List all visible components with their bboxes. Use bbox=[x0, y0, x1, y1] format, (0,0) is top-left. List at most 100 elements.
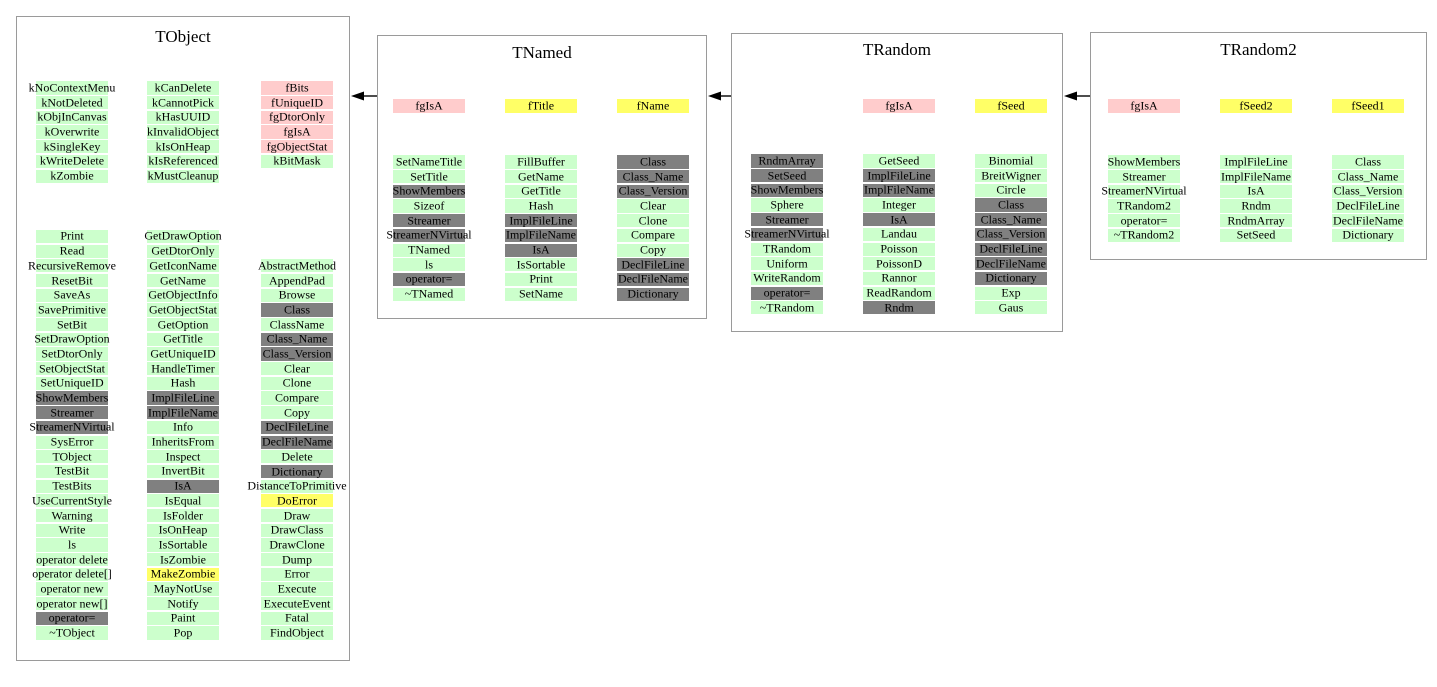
field-cell: kIsOnHeap bbox=[147, 140, 219, 154]
method-cell: SetBit bbox=[36, 318, 108, 332]
field-label: fName bbox=[636, 98, 670, 113]
method-cell: SetTitle bbox=[393, 170, 465, 184]
method-column: GetSeed ImplFileLine ImplFileName Integer Is… bbox=[863, 154, 935, 316]
method-label: GetTitle bbox=[521, 183, 561, 198]
method-label: ImplFileLine bbox=[509, 213, 573, 228]
method-label: StreamerNVirtual bbox=[29, 419, 115, 434]
method-column: Class Class_Name Class_Version Clear Clone Co… bbox=[617, 155, 689, 302]
field-label: kSingleKey bbox=[43, 139, 101, 154]
class-title: TRandom bbox=[863, 40, 931, 59]
method-label: Streamer bbox=[765, 212, 809, 227]
method-cell: Exp bbox=[975, 286, 1047, 300]
method-cell: Class_Name bbox=[617, 170, 689, 184]
method-label: GetOption bbox=[157, 317, 209, 332]
method-label: Class_Version bbox=[262, 346, 332, 361]
method-cell: ClassName bbox=[261, 317, 333, 332]
field-label: fBits bbox=[285, 80, 309, 95]
field-cell: fUniqueID bbox=[261, 95, 333, 110]
method-cell: Copy bbox=[617, 243, 689, 257]
method-label: Read bbox=[59, 243, 85, 258]
field-cell: kInvalidObject bbox=[147, 124, 219, 139]
method-cell: StreamerNVirtual bbox=[744, 227, 830, 242]
method-cell: TNamed bbox=[393, 243, 465, 257]
method-cell: GetName bbox=[147, 274, 219, 288]
method-label: IsZombie bbox=[160, 552, 206, 567]
method-label: Execute bbox=[277, 581, 317, 596]
method-cell: SetUniqueID bbox=[36, 376, 108, 390]
method-label: IsA bbox=[1247, 183, 1265, 198]
method-label: Streamer bbox=[407, 213, 451, 228]
method-label: ShowMembers bbox=[35, 390, 109, 405]
method-cell: TRandom bbox=[751, 242, 823, 256]
method-cell: Rndm bbox=[1220, 199, 1292, 213]
method-cell: GetName bbox=[505, 170, 577, 184]
method-column: Print Read RecursiveRemove ResetBit SaveAs Sa… bbox=[28, 229, 116, 641]
method-cell: ls bbox=[36, 538, 108, 552]
field-cell: fBits bbox=[261, 80, 333, 95]
method-label: Compare bbox=[275, 390, 319, 405]
field-cell: fgObjectStat bbox=[261, 139, 333, 154]
method-label: ShowMembers bbox=[750, 182, 824, 197]
field-label: kCannotPick bbox=[152, 95, 214, 110]
method-cell: HandleTimer bbox=[147, 362, 219, 376]
method-cell: GetTitle bbox=[505, 183, 577, 198]
method-cell: operator delete bbox=[36, 552, 108, 567]
method-cell: IsSortable bbox=[147, 537, 219, 552]
method-cell: SetSeed bbox=[751, 169, 823, 183]
field-label: fgIsA bbox=[1130, 98, 1158, 113]
method-label: operator delete bbox=[36, 552, 108, 567]
method-cell: FillBuffer bbox=[505, 155, 577, 169]
method-label: operator delete[] bbox=[32, 566, 112, 581]
method-cell: RndmArray bbox=[1220, 214, 1292, 228]
method-label: Hash bbox=[528, 198, 554, 213]
method-cell: Poisson bbox=[863, 242, 935, 256]
field-label: fgObjectStat bbox=[266, 139, 328, 154]
method-cell: Copy bbox=[261, 406, 333, 420]
method-column: ShowMembers Streamer StreamerNVirtual TRand… bbox=[1101, 155, 1187, 243]
method-label: DeclFileLine bbox=[1336, 198, 1400, 213]
method-cell: Inspect bbox=[147, 450, 219, 464]
method-label: ImplFileName bbox=[506, 227, 576, 242]
method-label: Dictionary bbox=[985, 270, 1037, 285]
method-cell: IsA bbox=[863, 213, 935, 227]
method-label: SetName bbox=[519, 286, 563, 301]
method-cell: TObject bbox=[36, 450, 108, 464]
field-label: kNoContextMenu bbox=[28, 80, 116, 95]
method-cell: Class_Version bbox=[617, 184, 689, 198]
method-cell: ~TRandom bbox=[751, 301, 823, 315]
field-label: kInvalidObject bbox=[147, 124, 219, 139]
method-cell: Clear bbox=[261, 362, 333, 376]
method-label: IsSortable bbox=[158, 537, 208, 552]
inheritance-arrow-trandom2-to-trandom bbox=[1064, 91, 1090, 101]
method-label: ClassName bbox=[269, 317, 325, 332]
method-cell: Clone bbox=[617, 214, 689, 228]
method-cell: GetIconName bbox=[147, 259, 219, 273]
method-cell: Sizeof bbox=[393, 199, 465, 213]
field-label: kZombie bbox=[50, 168, 94, 183]
method-cell: ShowMembers bbox=[1108, 155, 1180, 169]
method-cell: ImplFileName bbox=[1220, 170, 1292, 184]
method-label: GetObjectStat bbox=[149, 302, 217, 317]
method-label: Pop bbox=[173, 625, 193, 640]
method-label: GetDrawOption bbox=[144, 228, 222, 243]
method-label: DeclFileName bbox=[618, 271, 688, 286]
method-cell: Error bbox=[261, 567, 333, 581]
method-label: UseCurrentStyle bbox=[32, 493, 112, 508]
method-label: Hash bbox=[170, 375, 196, 390]
field-label: fUniqueID bbox=[271, 95, 323, 110]
method-cell: DeclFileName bbox=[1332, 214, 1404, 228]
method-cell: SavePrimitive bbox=[36, 303, 108, 317]
method-label: operator= bbox=[763, 285, 811, 300]
method-cell: IsFolder bbox=[147, 509, 219, 523]
method-label: Class_Version bbox=[976, 226, 1046, 241]
field-cell: kOverwrite bbox=[36, 125, 108, 139]
method-cell: DistanceToPrimitive bbox=[247, 479, 347, 493]
method-label: DeclFileName bbox=[976, 256, 1046, 271]
field-label: kBitMask bbox=[273, 153, 321, 168]
method-label: Info bbox=[173, 419, 193, 434]
method-cell: Class bbox=[975, 198, 1047, 212]
method-label: StreamerNVirtual bbox=[386, 227, 472, 242]
method-cell: Clone bbox=[261, 376, 333, 390]
method-cell: DeclFileName bbox=[975, 256, 1047, 271]
